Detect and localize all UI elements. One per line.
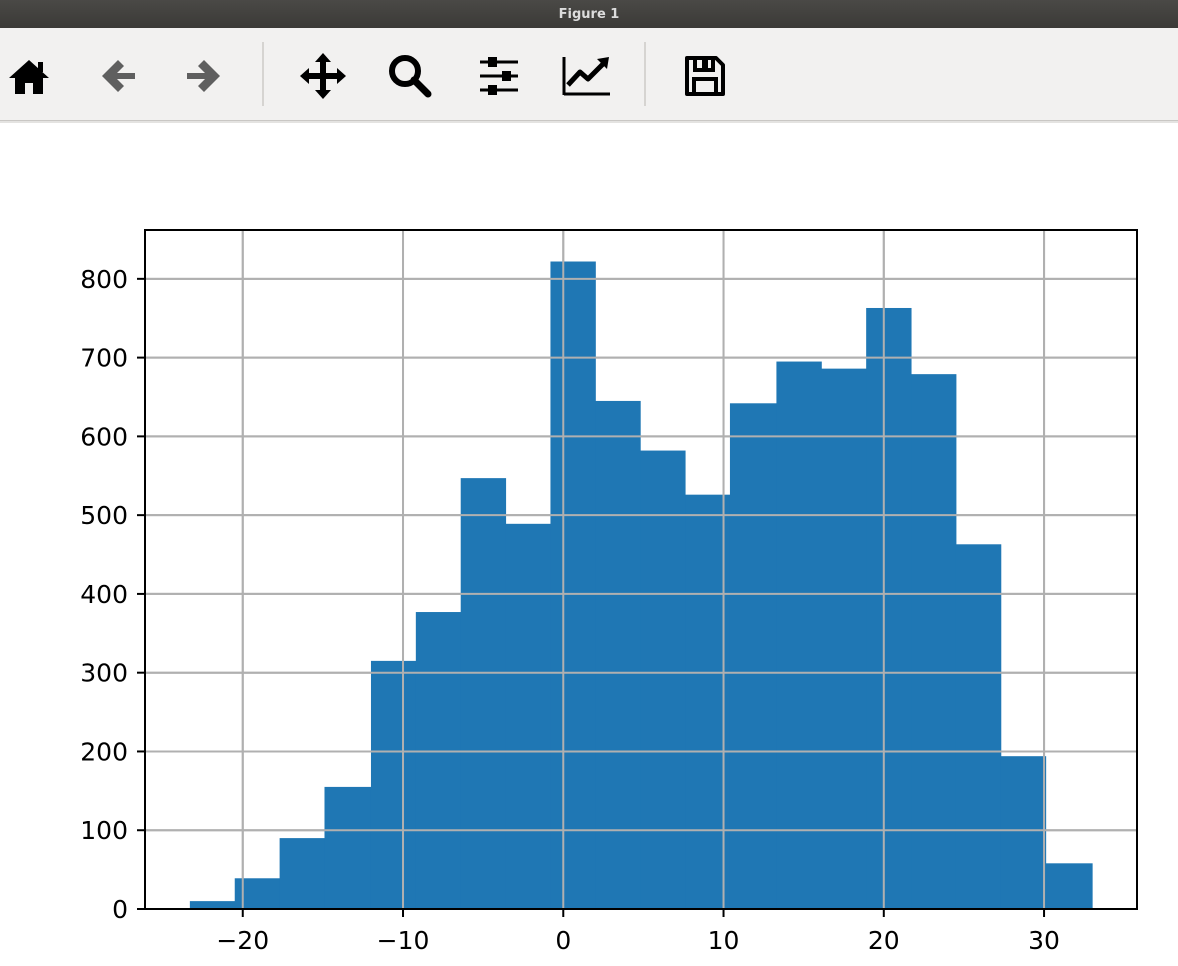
x-tick-label: −20 <box>216 926 269 955</box>
floppy-disk-icon <box>685 56 725 96</box>
figure-canvas: −20 −10 0 10 20 30 0 100 200 300 400 500 600 700 800 <box>0 123 1178 962</box>
toolbar-separator <box>644 42 646 106</box>
histogram-bar <box>866 307 912 909</box>
forward-button[interactable] <box>172 46 236 106</box>
arrow-left-icon <box>102 60 135 92</box>
histogram-bar <box>415 612 462 909</box>
histogram-bar <box>640 450 686 909</box>
line-chart-icon <box>562 57 610 96</box>
histogram-bar <box>324 786 372 909</box>
y-tick-label: 100 <box>80 816 128 845</box>
histogram-bar <box>729 403 777 909</box>
customize-button[interactable] <box>555 46 619 106</box>
histogram-bar <box>1000 756 1047 909</box>
y-tick-label: 300 <box>80 659 128 688</box>
y-tick-label: 400 <box>80 580 128 609</box>
histogram-bar <box>911 374 957 909</box>
sliders-icon <box>480 57 518 95</box>
zoom-icon <box>389 55 432 98</box>
window-titlebar: Figure 1 <box>0 0 1178 28</box>
histogram-bar <box>279 838 325 909</box>
x-tick-label: 0 <box>555 926 571 955</box>
arrow-right-icon <box>187 60 220 92</box>
histogram-bar <box>776 361 822 909</box>
navigation-toolbar <box>0 28 1178 122</box>
y-tick-label: 800 <box>80 265 128 294</box>
histogram-bar <box>460 478 507 909</box>
grid-overlay <box>145 230 1137 910</box>
y-tick-label: 500 <box>80 501 128 530</box>
x-tick-label: 30 <box>1028 926 1060 955</box>
plot-frame <box>144 229 1138 910</box>
histogram-bar <box>1045 863 1093 909</box>
pan-button[interactable] <box>291 46 355 106</box>
histogram-bar <box>505 523 551 909</box>
toolbar-separator <box>262 42 264 106</box>
y-tick-label: 600 <box>80 422 128 451</box>
home-button[interactable] <box>0 46 61 106</box>
toolbar-border <box>0 121 1178 123</box>
axis-ticks <box>137 277 1046 917</box>
histogram-bar <box>189 901 236 909</box>
histogram-bar <box>550 261 596 909</box>
x-tick-label: −10 <box>377 926 430 955</box>
x-tick-label: 10 <box>708 926 740 955</box>
window-title: Figure 1 <box>558 6 620 22</box>
histogram-bar <box>370 660 417 909</box>
subplots-button[interactable] <box>467 46 531 106</box>
y-tick-label: 0 <box>112 895 128 924</box>
back-button[interactable] <box>86 46 150 106</box>
y-tick-label: 700 <box>80 344 128 373</box>
histogram-bars <box>189 261 1093 909</box>
move-icon <box>300 53 346 99</box>
histogram-bar <box>234 878 281 909</box>
histogram-bar <box>595 400 641 909</box>
y-tick-label: 200 <box>80 737 128 766</box>
zoom-button[interactable] <box>378 46 442 106</box>
histogram-bar <box>821 368 867 909</box>
x-tick-label: 20 <box>868 926 900 955</box>
histogram-bar <box>955 544 1002 909</box>
home-icon <box>9 60 49 94</box>
save-button[interactable] <box>673 46 737 106</box>
